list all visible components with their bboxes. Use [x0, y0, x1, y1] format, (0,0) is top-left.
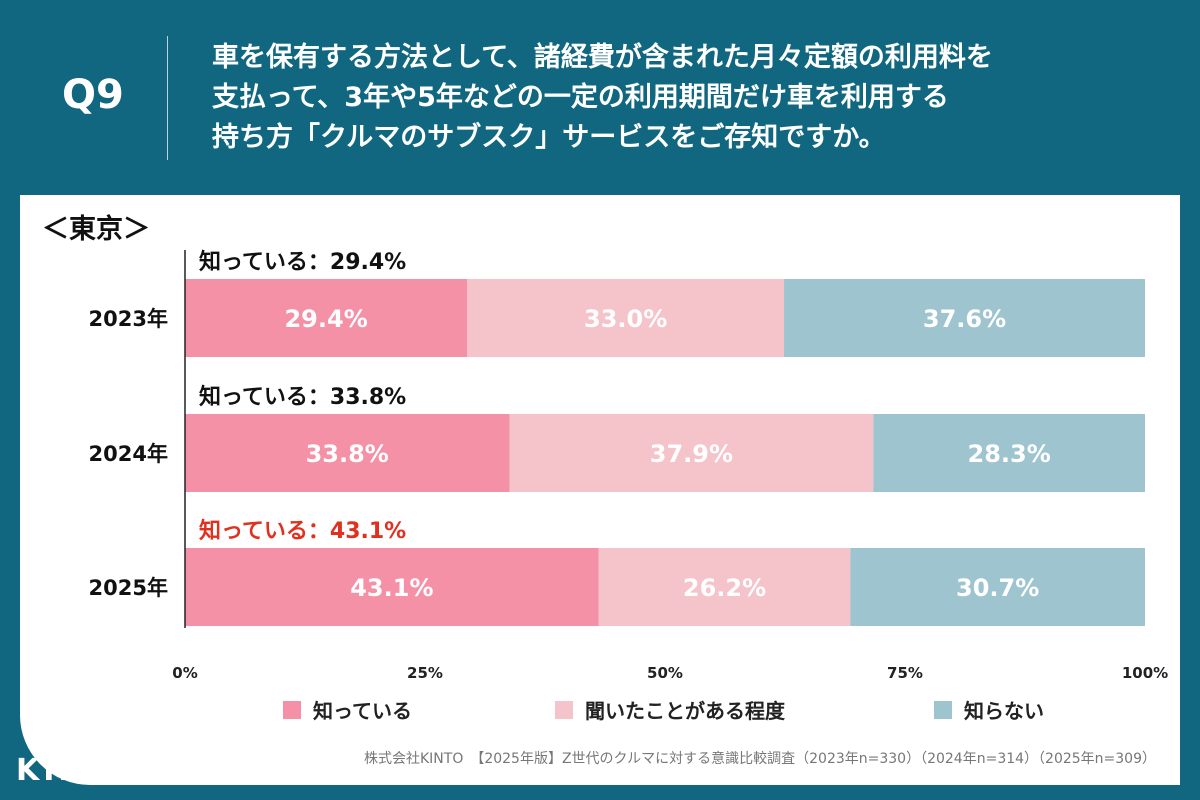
annotation-label: 知っている：43.1%: [199, 518, 406, 544]
annotation-label: 知っている：33.8%: [199, 384, 406, 410]
legend-item-know: 知っている: [283, 695, 412, 724]
legend-swatch-unknown: [934, 700, 952, 719]
data-label: 43.1%: [350, 574, 433, 602]
source-footnote: 株式会社KINTO 【2025年版】Z世代のクルマに対する意識比較調査（2023…: [363, 751, 1156, 767]
data-label: 28.3%: [968, 440, 1051, 468]
x-tick-label: 50%: [647, 664, 683, 682]
data-label: 37.6%: [923, 305, 1006, 333]
x-tick-label: 25%: [407, 664, 443, 682]
question-line-2: 支払って、3年や5年などの一定の利用期間だけ車を利用する: [212, 82, 949, 113]
bar-segment: [598, 548, 851, 626]
legend-label-heard: 聞いたことがある程度: [585, 699, 785, 723]
annotation-label: 知っている：29.4%: [199, 249, 406, 275]
bar-segment: [185, 279, 468, 357]
region-label: ＜東京＞: [42, 214, 150, 245]
kinto-logo: KINTO: [16, 753, 141, 788]
x-tick-label: 100%: [1122, 664, 1168, 682]
legend-label-unknown: 知らない: [964, 699, 1044, 723]
question-line-3: 持ち方「クルマのサブスク」サービスをご存知ですか。: [212, 122, 886, 153]
legend-swatch-heard: [555, 700, 573, 719]
brand-name: KINTO: [16, 753, 142, 788]
bar-segment: [185, 548, 599, 626]
bar-segment: [850, 548, 1145, 626]
x-tick-label: 0%: [172, 664, 197, 682]
data-label: 26.2%: [683, 574, 766, 602]
data-label: 29.4%: [284, 305, 367, 333]
header-divider: [167, 36, 168, 160]
question-number: Q9: [62, 72, 124, 118]
data-label: 37.9%: [650, 440, 733, 468]
legend-item-unknown: 知らない: [934, 695, 1044, 724]
category-label: 2023年: [89, 307, 168, 331]
data-label: 33.8%: [306, 440, 389, 468]
data-label: 33.0%: [584, 305, 667, 333]
legend-swatch-know: [283, 700, 301, 719]
category-label: 2025年: [89, 576, 168, 600]
question-text: 車を保有する方法として、諸経費が含まれた月々定額の利用料を 支払って、3年や5年…: [212, 38, 1172, 158]
bar-segment: [509, 414, 874, 492]
question-header: Q9 車を保有する方法として、諸経費が含まれた月々定額の利用料を 支払って、3年…: [0, 0, 1200, 195]
legend: 知っている 聞いたことがある程度 知らない: [20, 695, 1180, 725]
legend-label-know: 知っている: [313, 699, 412, 723]
stacked-bar-chart: 29.4% 33.0% 37.6% 2023年 知っている：29.4% 33.8% 37.9…: [89, 249, 1169, 682]
question-line-1: 車を保有する方法として、諸経費が含まれた月々定額の利用料を: [212, 42, 993, 73]
bar-segment: [467, 279, 785, 357]
legend-item-heard: 聞いたことがある程度: [555, 695, 785, 724]
bar-segment: [873, 414, 1145, 492]
chart-panel: ＜東京＞ 29.4% 33.0% 37.6% 2023年 知っている：29.4% 33.8…: [20, 195, 1180, 785]
bar-segment: [784, 279, 1145, 357]
bar-segment: [185, 414, 510, 492]
x-tick-label: 75%: [887, 664, 923, 682]
category-label: 2024年: [89, 442, 168, 466]
data-label: 30.7%: [956, 574, 1039, 602]
